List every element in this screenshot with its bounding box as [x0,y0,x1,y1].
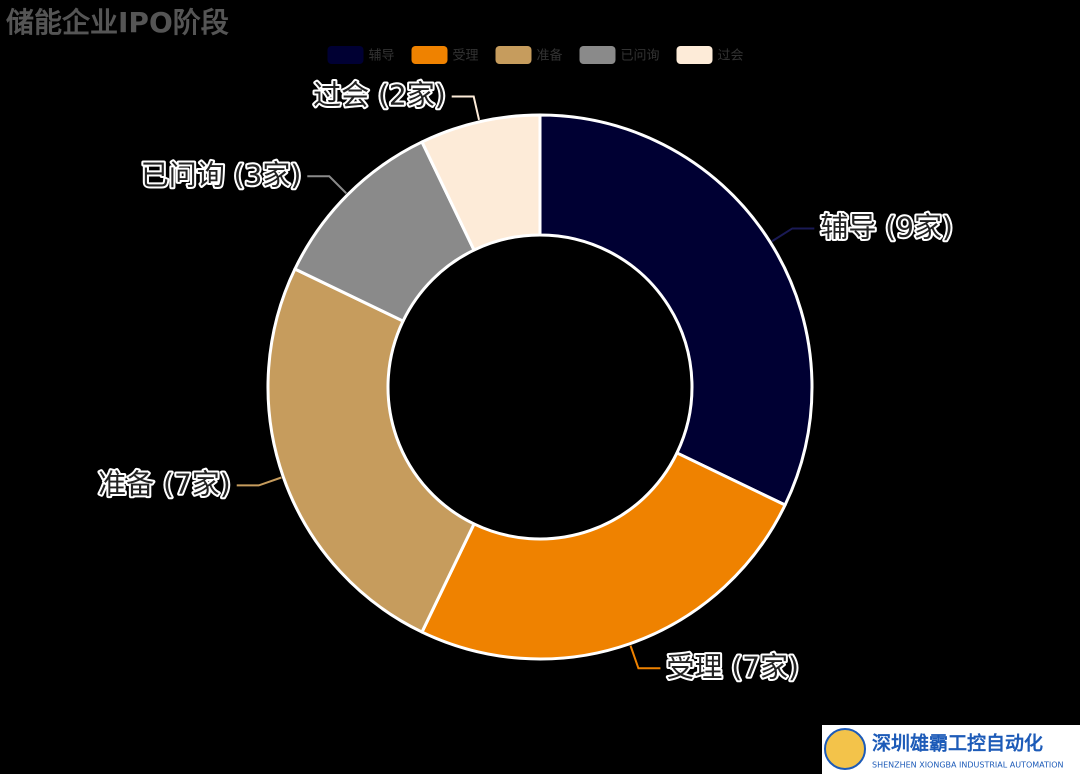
leader-line [771,227,815,243]
data-label: 已问询 (3家) [141,158,302,191]
legend-swatch [495,46,532,64]
legend-label: 过会 [718,49,744,64]
watermark-name: 深圳雄霸工控自动化 [872,732,1043,755]
donut-slice [420,451,787,661]
legend-label: 受理 [453,49,479,64]
legend-swatch [676,46,713,64]
data-label: 辅导 (9家) [820,210,953,243]
leader-line [236,476,282,487]
donut-slice [538,113,814,507]
legend-label: 辅导 [369,49,395,64]
data-label: 受理 (7家) [666,650,799,683]
watermark: 深圳雄霸工控自动化 SHENZHEN XIONGBA INDUSTRIAL AU… [822,725,1080,774]
legend-label: 已问询 [621,49,660,64]
watermark-logo [824,728,866,770]
chart-title: 储能企业IPO阶段 [6,6,229,39]
legend-swatch [411,46,448,64]
leader-line [307,175,347,194]
leader-line [629,645,661,670]
donut-slice [266,267,476,634]
legend-swatch [579,46,616,64]
legend-swatch [327,46,364,64]
watermark-subtitle: SHENZHEN XIONGBA INDUSTRIAL AUTOMATION [872,761,1064,770]
leader-line [451,95,481,121]
legend-label: 准备 [537,48,563,64]
donut-slice [420,113,542,252]
data-label: 准备 (7家) [98,467,231,500]
data-label: 过会 (2家) [313,78,446,111]
